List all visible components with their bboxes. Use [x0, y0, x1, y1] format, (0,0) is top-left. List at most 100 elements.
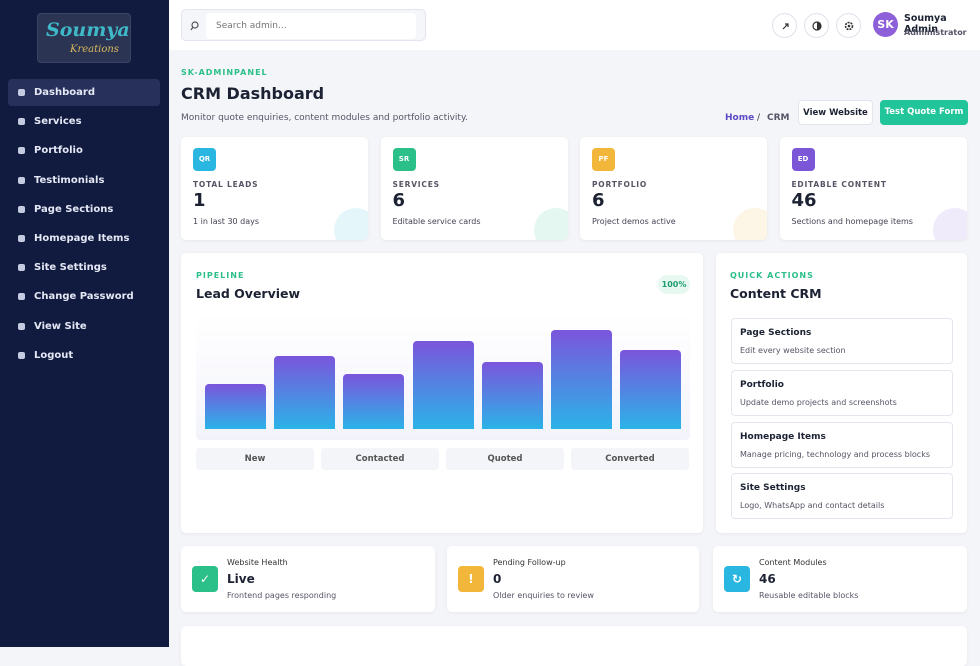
- status-title: Website Health: [227, 558, 288, 567]
- expand-icon: [782, 23, 789, 30]
- bar: [343, 374, 405, 429]
- stat-label: EDITABLE CONTENT: [791, 180, 887, 189]
- stat-note: Sections and homepage items: [791, 217, 913, 226]
- status-icon: !: [458, 566, 484, 592]
- chart-card: PIPELINE Lead Overview 100% New Contacted…: [181, 253, 703, 533]
- quick-action-desc: Edit every website section: [740, 346, 846, 355]
- theme-icon: [812, 21, 822, 31]
- status-card: ✓ Website Health Live Frontend pages respon…: [181, 546, 435, 612]
- category-label: Quoted: [446, 448, 564, 470]
- nav-item[interactable]: Site Settings: [8, 254, 160, 281]
- chart-eyebrow: PIPELINE: [196, 271, 245, 280]
- stat-value: 6: [592, 190, 605, 211]
- status-icon: ✓: [192, 566, 218, 592]
- search-input[interactable]: Search admin...: [206, 13, 416, 39]
- search-icon: [190, 21, 199, 31]
- stat-card: SR SERVICES 6 Editable service cards: [380, 137, 568, 240]
- stat-note: Project demos active: [592, 217, 676, 226]
- quick-action-desc: Update demo projects and screenshots: [740, 397, 897, 407]
- stat-value: 46: [791, 190, 817, 211]
- status-card: ↻ Content Modules 46 Reusable editable bloc…: [713, 546, 967, 612]
- stat-card: ED EDITABLE CONTENT 46 Sections and homepag…: [779, 137, 967, 240]
- settings-button[interactable]: [836, 13, 861, 38]
- nav-item[interactable]: Page Sections: [8, 196, 160, 223]
- nav-item[interactable]: Dashboard: [8, 79, 160, 106]
- test-quote-button[interactable]: Test Quote Form: [880, 100, 968, 125]
- status-card: ! Pending Follow-up 0 Older enquiries to re…: [447, 546, 699, 612]
- nav-item[interactable]: Logout: [8, 342, 160, 369]
- quick-eyebrow: QUICK ACTIONS: [730, 271, 814, 280]
- stat-badge: ED: [791, 148, 815, 171]
- status-title: Pending Follow-up: [493, 558, 566, 567]
- user-name: Soumya Admin: [904, 13, 947, 35]
- breadcrumb-separator: /: [757, 113, 761, 123]
- sidebar: Soumya Kreations Dashboard Services Portfo…: [0, 0, 169, 647]
- stat-note: Editable service cards: [392, 217, 481, 226]
- quick-action-title: Homepage Items: [740, 431, 826, 442]
- logo-subtext: Kreations: [70, 44, 119, 55]
- stat-note: 1 in last 30 days: [193, 217, 260, 226]
- stat-card: QR TOTAL LEADS 1 1 in last 30 days: [181, 137, 368, 240]
- status-value: 0: [493, 572, 502, 586]
- category-label: Converted: [571, 448, 689, 470]
- user-role: Administrator: [904, 28, 967, 37]
- status-note: Older enquiries to review: [493, 591, 594, 600]
- nav-item[interactable]: Change Password: [8, 283, 160, 310]
- stat-card: PF PORTFOLIO 6 Project demos active: [580, 137, 767, 240]
- logs-card: [181, 626, 967, 666]
- quick-action-item[interactable]: Site Settings Logo, WhatsApp and contact …: [731, 473, 953, 520]
- status-note: Reusable editable blocks: [759, 591, 859, 600]
- logo[interactable]: Soumya Kreations: [37, 13, 131, 63]
- breadcrumb-home[interactable]: Home: [725, 113, 755, 123]
- stat-value: 1: [193, 190, 206, 211]
- stat-decoration: [932, 208, 967, 240]
- breadcrumb-current: CRM: [767, 113, 790, 123]
- page-title: CRM Dashboard: [181, 84, 325, 103]
- quick-action-title: Portfolio: [740, 379, 784, 390]
- status-icon: ↻: [724, 566, 750, 592]
- nav-item[interactable]: Portfolio: [8, 137, 160, 164]
- quick-actions-card: QUICK ACTIONS Content CRM Page Sections E…: [716, 253, 967, 533]
- avatar[interactable]: SK: [873, 12, 898, 37]
- stat-decoration: [733, 208, 767, 240]
- quick-action-desc: Manage pricing, technology and process b…: [740, 449, 931, 459]
- stat-badge: QR: [193, 148, 216, 171]
- settings-icon: [844, 21, 854, 31]
- quick-action-item[interactable]: Portfolio Update demo projects and screen…: [731, 369, 953, 416]
- status-value: Live: [227, 572, 255, 586]
- search-box[interactable]: Search admin...: [181, 9, 426, 41]
- stat-badge: PF: [592, 148, 615, 171]
- theme-button[interactable]: [804, 13, 829, 38]
- chart-badge: 100%: [658, 275, 690, 294]
- quick-action-item[interactable]: Homepage Items Manage pricing, technology…: [731, 421, 953, 468]
- nav-item[interactable]: Homepage Items: [8, 225, 160, 252]
- logo-text: Soumya: [46, 19, 130, 41]
- stat-label: PORTFOLIO: [592, 180, 648, 189]
- bar: [205, 383, 266, 429]
- stat-decoration: [334, 208, 368, 240]
- bar: [481, 361, 543, 429]
- status-title: Content Modules: [759, 558, 827, 567]
- stat-decoration: [533, 208, 568, 240]
- eyebrow: SK-ADMINPANEL: [181, 68, 268, 77]
- bar: [620, 350, 682, 429]
- quick-action-title: Page Sections: [740, 328, 812, 338]
- stat-label: TOTAL LEADS: [193, 180, 259, 189]
- quick-title: Content CRM: [730, 286, 822, 301]
- quick-action-item[interactable]: Page Sections Edit every website section: [731, 318, 953, 364]
- nav-item[interactable]: Testimonials: [8, 167, 160, 194]
- quick-action-title: Site Settings: [740, 483, 806, 494]
- category-label: New: [196, 448, 314, 470]
- bar: [412, 340, 474, 429]
- expand-button[interactable]: [772, 13, 797, 38]
- nav-item[interactable]: Services: [8, 108, 160, 135]
- category-label: Contacted: [321, 448, 439, 470]
- page-subtitle: Monitor quote enquiries, content modules…: [181, 113, 468, 123]
- status-note: Frontend pages responding: [227, 591, 337, 600]
- view-website-button[interactable]: View Website: [798, 100, 873, 125]
- status-value: 46: [759, 572, 776, 586]
- quick-action-desc: Logo, WhatsApp and contact details: [740, 501, 885, 511]
- bar: [551, 330, 612, 429]
- nav-item[interactable]: View Site: [8, 313, 160, 340]
